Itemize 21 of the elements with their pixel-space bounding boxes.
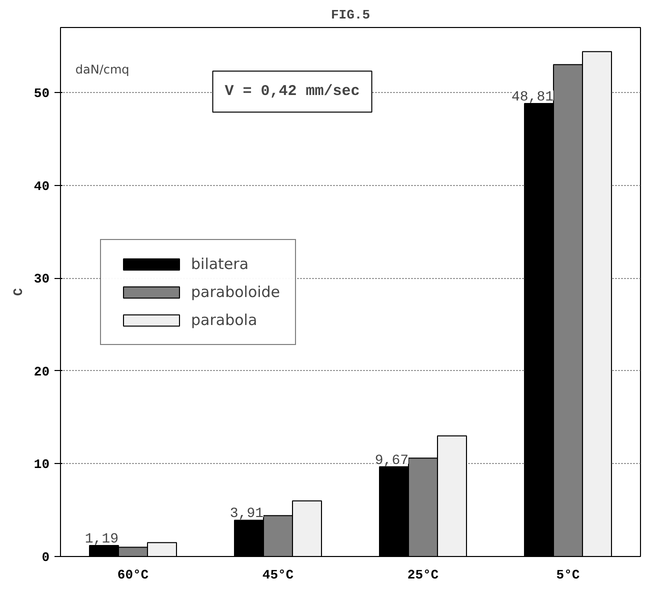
- annotation: daN/cmq: [75, 62, 130, 76]
- data-label: 48,81: [511, 90, 554, 106]
- y-tick-label: 40: [34, 178, 50, 194]
- x-tick-label: 60°C: [117, 568, 149, 582]
- y-tick-label: 20: [34, 364, 50, 380]
- legend-label: bilatera: [191, 254, 249, 272]
- legend-label: parabola: [191, 310, 258, 328]
- data-label: 1,19: [84, 531, 119, 548]
- y-tick-label: 50: [34, 86, 50, 101]
- x-tick-label: 45°C: [262, 568, 294, 582]
- legend-label: paraboloide: [191, 282, 280, 300]
- y-tick-label: 30: [34, 272, 50, 287]
- data-label: 3,91: [230, 506, 264, 522]
- data-label: 9,67: [374, 452, 409, 469]
- y-axis-title: C: [10, 288, 26, 296]
- annotation: V = 0,42 mm/sec: [224, 83, 360, 100]
- y-tick-label: 0: [42, 550, 50, 565]
- x-tick-label: 25°C: [407, 568, 439, 582]
- y-tick-label: 10: [34, 457, 50, 472]
- x-tick-label: 5°C: [556, 568, 580, 582]
- chart-title: FIG.5: [330, 8, 370, 22]
